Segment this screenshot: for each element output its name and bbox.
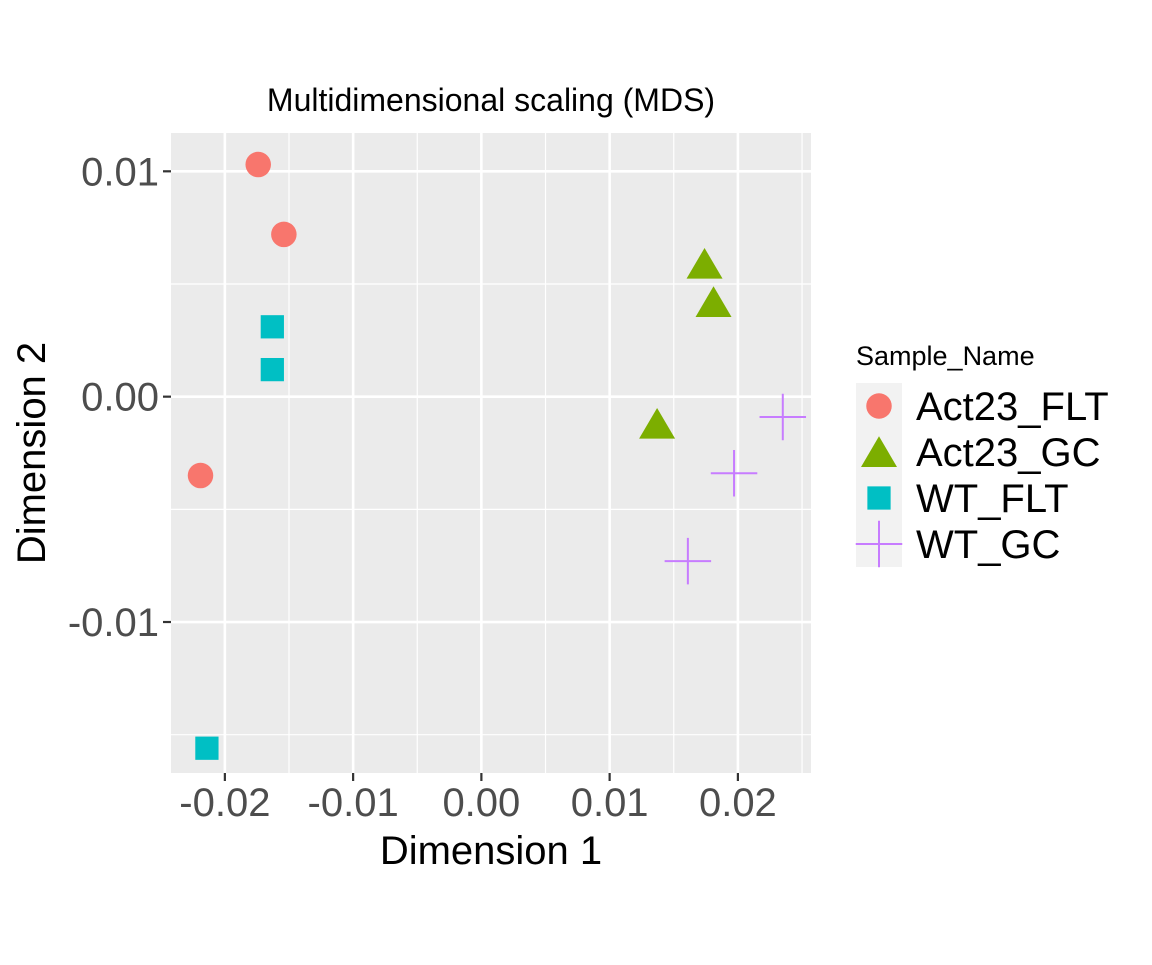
plot-panel (171, 133, 811, 773)
legend-title: Sample_Name (856, 341, 1035, 371)
data-points (187, 151, 807, 760)
data-point-square (260, 315, 284, 339)
legend-key-square (867, 486, 891, 510)
x-tick-label: 0.02 (699, 781, 777, 825)
legend-item: WT_FLT (856, 475, 1069, 521)
legend-item-label: WT_GC (916, 523, 1060, 567)
y-tick-label: 0.01 (81, 150, 159, 194)
legend-key-circle (866, 393, 892, 419)
data-point-square (260, 357, 284, 382)
x-axis-title: Dimension 1 (380, 829, 602, 873)
data-point-triangle (639, 407, 676, 439)
data-point-plus (664, 537, 712, 585)
x-tick-label: -0.02 (179, 781, 270, 825)
x-tick-label: 0.01 (571, 781, 649, 825)
legend-item: Act23_FLT (856, 383, 1109, 429)
legend-item: Act23_GC (856, 429, 1101, 475)
y-axis-title: Dimension 2 (10, 342, 54, 564)
data-point-circle (187, 462, 214, 489)
x-tick-label: -0.01 (308, 781, 399, 825)
data-point-plus (759, 393, 807, 441)
data-point-plus (710, 450, 758, 497)
chart-title: Multidimensional scaling (MDS) (267, 82, 715, 118)
data-point-triangle (695, 286, 732, 317)
data-point-circle (271, 221, 297, 248)
y-tick-label: 0.00 (81, 376, 159, 420)
x-tick-label: 0.00 (442, 781, 520, 825)
data-point-square (195, 736, 219, 760)
legend-item-label: Act23_FLT (916, 385, 1109, 429)
legend-item-label: Act23_GC (916, 431, 1101, 475)
data-point-circle (245, 151, 271, 178)
legend-key-triangle (861, 436, 897, 467)
y-axis: -0.01 0.00 0.01 (68, 150, 171, 645)
x-axis: -0.02 -0.01 0.00 0.01 0.02 (179, 773, 777, 825)
legend-item-label: WT_FLT (916, 477, 1069, 521)
y-tick-label: -0.01 (68, 601, 159, 645)
legend-key-plus (855, 520, 903, 568)
data-point-triangle (686, 247, 723, 279)
legend-item: WT_GC (855, 520, 1060, 568)
grid-lines (171, 133, 811, 773)
